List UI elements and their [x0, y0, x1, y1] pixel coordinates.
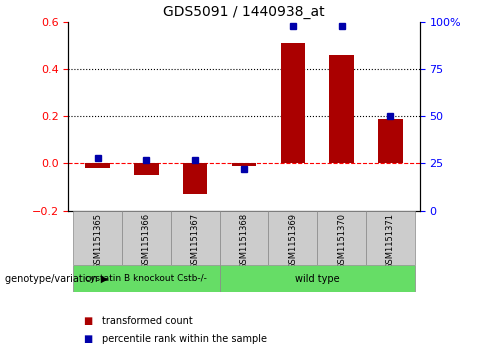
Bar: [183, 163, 207, 194]
Text: GSM1151370: GSM1151370: [337, 213, 346, 269]
Bar: [220, 265, 415, 292]
Text: GSM1151369: GSM1151369: [288, 213, 297, 269]
Text: GSM1151367: GSM1151367: [191, 213, 200, 269]
Text: GSM1151366: GSM1151366: [142, 213, 151, 269]
Text: genotype/variation ▶: genotype/variation ▶: [5, 274, 108, 284]
Bar: [122, 211, 171, 265]
Text: transformed count: transformed count: [102, 316, 193, 326]
Text: GSM1151365: GSM1151365: [93, 213, 102, 269]
Bar: [268, 211, 317, 265]
Text: GSM1151368: GSM1151368: [240, 213, 248, 269]
Bar: [366, 211, 415, 265]
Bar: [134, 163, 159, 175]
Bar: [171, 211, 220, 265]
Bar: [73, 211, 122, 265]
Text: wild type: wild type: [295, 274, 340, 284]
Bar: [85, 163, 110, 168]
Bar: [317, 211, 366, 265]
Bar: [220, 211, 268, 265]
Bar: [232, 163, 256, 166]
Bar: [329, 55, 354, 163]
Text: ■: ■: [83, 316, 92, 326]
Bar: [281, 43, 305, 163]
Bar: [378, 118, 403, 163]
Text: percentile rank within the sample: percentile rank within the sample: [102, 334, 267, 344]
Title: GDS5091 / 1440938_at: GDS5091 / 1440938_at: [163, 5, 325, 19]
Text: cystatin B knockout Cstb-/-: cystatin B knockout Cstb-/-: [85, 274, 207, 283]
Text: ■: ■: [83, 334, 92, 344]
Text: GSM1151371: GSM1151371: [386, 213, 395, 269]
Bar: [73, 265, 220, 292]
